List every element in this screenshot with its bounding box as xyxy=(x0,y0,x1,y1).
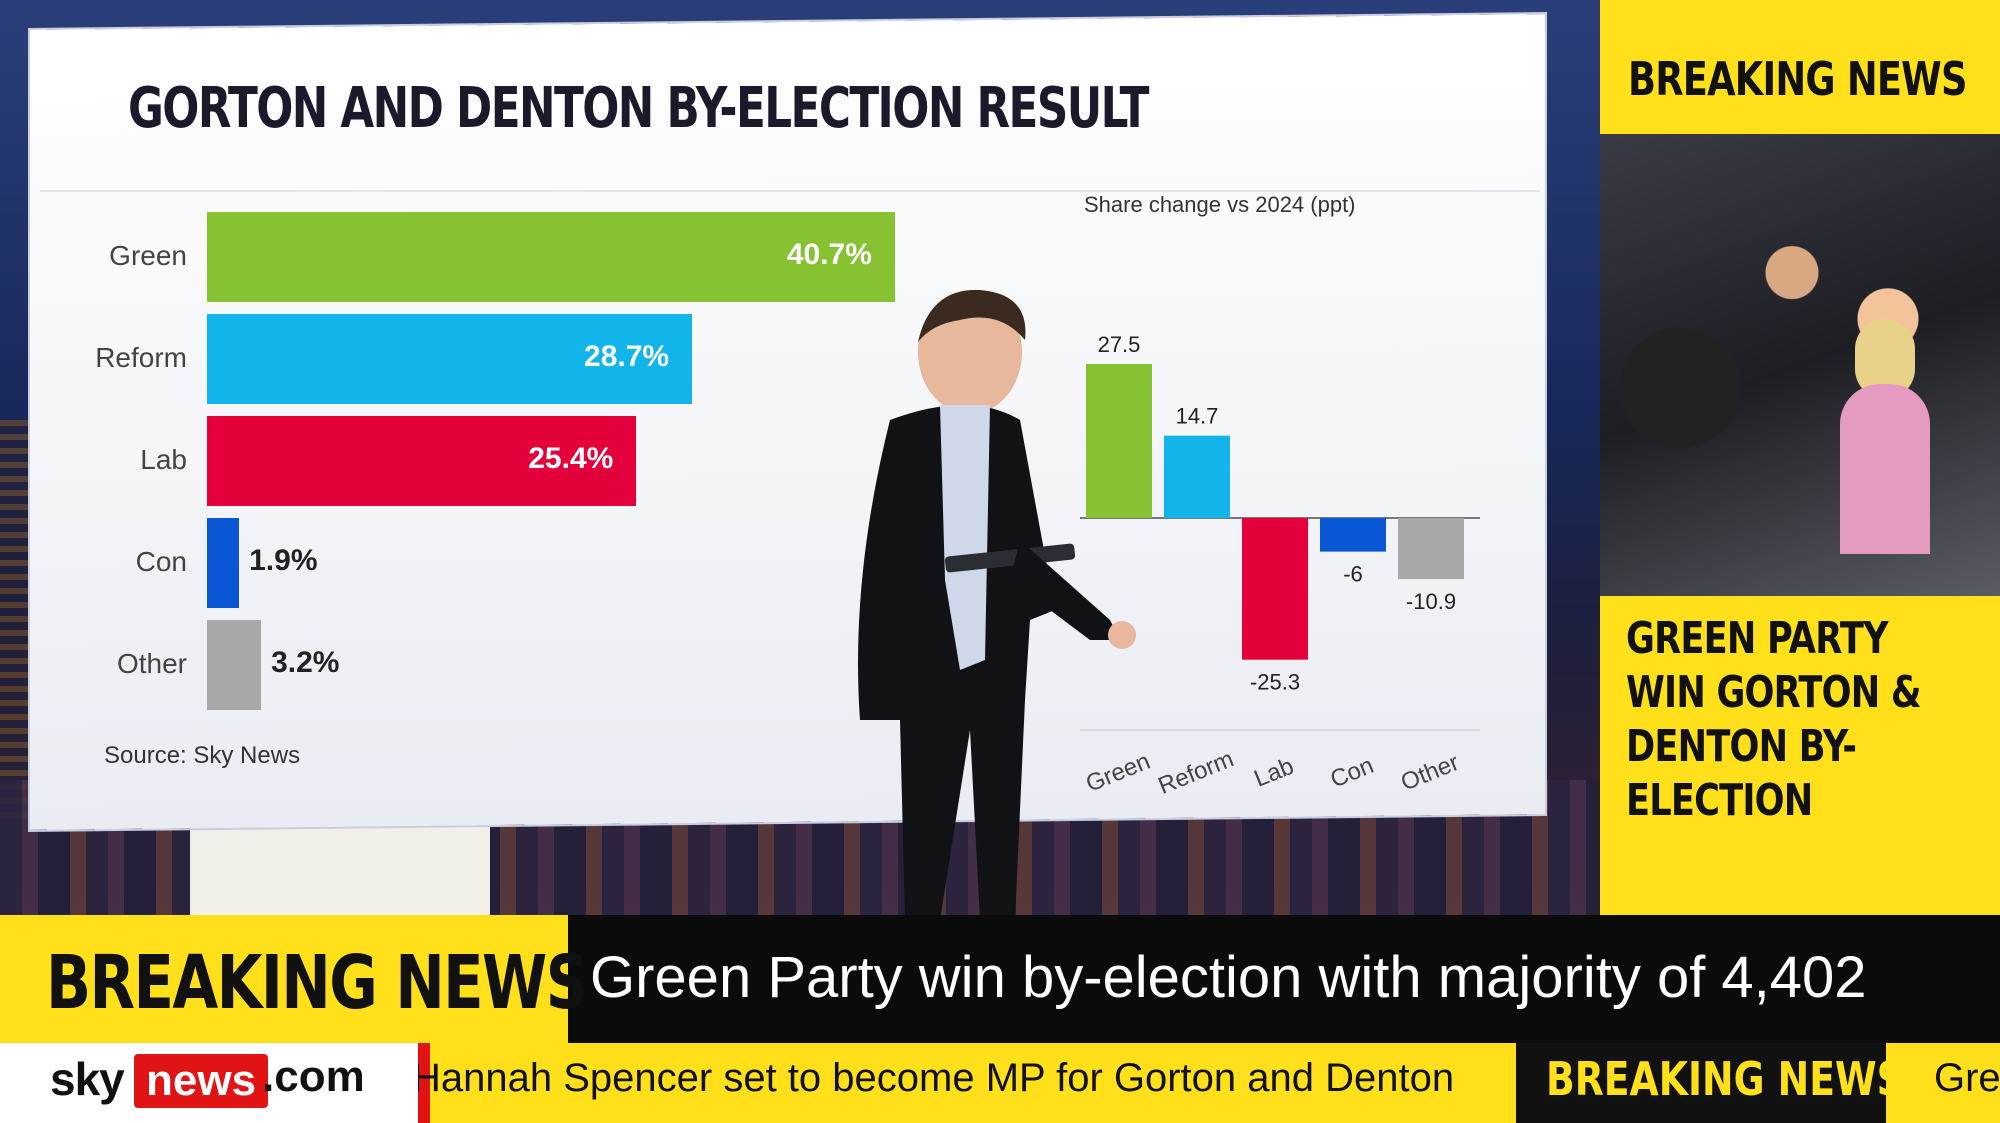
photo-figure-jacket xyxy=(1840,384,1930,554)
logo-news-text: news xyxy=(134,1054,269,1108)
ticker-text: Hannah Spencer set to become MP for Gort… xyxy=(418,1056,1455,1100)
presenter-figure xyxy=(858,289,1136,920)
press-scrum-photo xyxy=(1600,134,2000,596)
change-category-lab: Lab xyxy=(1250,753,1297,793)
bar-value-con: 1.9% xyxy=(249,544,318,577)
breaking-news-box xyxy=(0,915,568,1043)
presenter-tablet xyxy=(944,543,1076,573)
presenter-arm xyxy=(1010,540,1120,640)
bar-value-green: 40.7% xyxy=(786,238,872,271)
ticker-tail-text: Gre xyxy=(1934,1056,2000,1100)
change-value-other: -10.9 xyxy=(1406,589,1456,614)
bar-con xyxy=(207,518,240,608)
change-category-con: Con xyxy=(1327,752,1378,794)
ticker-breaking-label: BREAKING NEWS xyxy=(1546,1052,1904,1106)
presenter-hair xyxy=(918,289,1026,342)
bar-label-green: Green xyxy=(109,240,187,271)
presenter-hand xyxy=(1108,621,1136,649)
change-value-green: 27.5 xyxy=(1098,332,1141,357)
change-bar-con xyxy=(1320,518,1386,552)
breaking-news-label: BREAKING NEWS xyxy=(46,940,588,1026)
bar-value-reform: 28.7% xyxy=(584,340,670,373)
change-value-con: -6 xyxy=(1343,562,1363,587)
panel-headline: GREEN PARTY WIN GORTON & DENTON BY-ELECT… xyxy=(1626,613,1922,826)
chart-source: Source: Sky News xyxy=(104,742,301,769)
share-change-chart: 27.5Green14.7Reform-25.3Lab-6Con-10.9Oth… xyxy=(1080,332,1480,800)
lower-third-headline: Green Party win by-election with majorit… xyxy=(590,945,1867,1010)
logo-sky-text: sky xyxy=(50,1053,125,1105)
bar-label-lab: Lab xyxy=(140,444,187,475)
bar-reform xyxy=(207,314,693,404)
change-category-reform: Reform xyxy=(1155,745,1238,800)
change-bar-green xyxy=(1086,364,1152,518)
bar-lab xyxy=(207,416,637,506)
bar-value-other: 3.2% xyxy=(271,646,340,679)
ticker-breaking-box xyxy=(1516,1043,1886,1123)
bar-other xyxy=(207,620,262,710)
ticker-red-stripe xyxy=(418,1043,430,1123)
share-change-title: Share change vs 2024 (ppt) xyxy=(1084,192,1356,217)
logo-com-text: .com xyxy=(262,1052,365,1101)
change-bar-reform xyxy=(1164,435,1230,518)
bar-green xyxy=(207,212,895,302)
panel-breaking-label: BREAKING NEWS xyxy=(1628,52,1967,106)
bar-value-lab: 25.4% xyxy=(528,442,614,475)
bar-label-other: Other xyxy=(116,648,187,679)
presenter-jacket xyxy=(858,405,1055,920)
change-value-lab: -25.3 xyxy=(1250,670,1300,695)
change-category-other: Other xyxy=(1397,749,1463,797)
presenter-shirt xyxy=(940,405,990,670)
change-value-reform: 14.7 xyxy=(1176,404,1219,429)
bar-label-con: Con xyxy=(135,546,187,577)
wall-title: GORTON AND DENTON BY-ELECTION RESULT xyxy=(128,76,1149,141)
change-bar-other xyxy=(1398,518,1464,580)
wall-divider xyxy=(40,190,1540,192)
change-bar-lab xyxy=(1242,518,1308,660)
bar-label-reform: Reform xyxy=(95,342,187,373)
